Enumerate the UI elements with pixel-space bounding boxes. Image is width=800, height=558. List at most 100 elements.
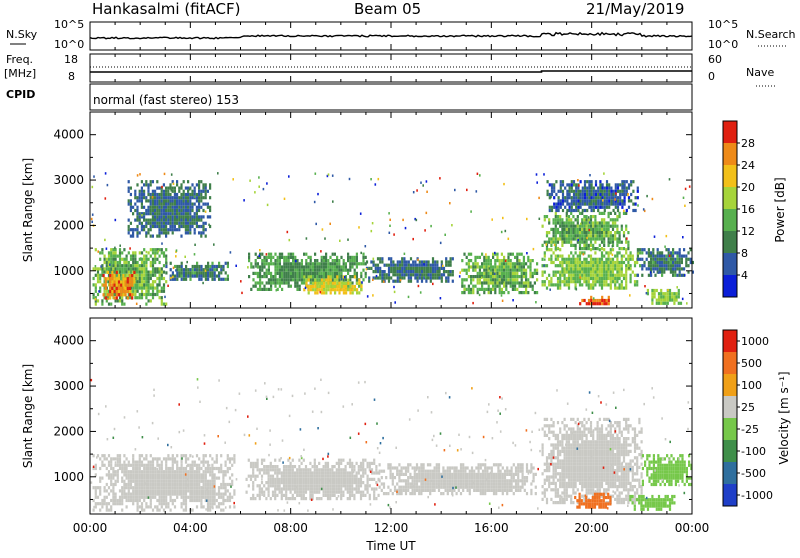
data-cell xyxy=(128,203,130,206)
data-cell xyxy=(395,280,397,283)
data-cell xyxy=(154,212,156,215)
data-cell xyxy=(220,470,222,473)
data-cell xyxy=(299,288,301,291)
data-cell xyxy=(134,480,136,483)
data-cell xyxy=(316,275,318,278)
data-cell xyxy=(452,273,454,276)
data-cell xyxy=(601,296,603,299)
data-cell xyxy=(608,221,610,224)
data-cell xyxy=(621,228,623,231)
data-cell xyxy=(110,499,112,502)
data-cell xyxy=(490,288,492,291)
data-cell xyxy=(227,489,229,492)
data-cell xyxy=(661,251,663,254)
data-cell xyxy=(115,267,117,270)
data-cell xyxy=(180,187,182,190)
data-cell xyxy=(345,475,347,478)
data-cell xyxy=(386,264,388,267)
data-cell xyxy=(570,212,572,215)
data-cell xyxy=(325,272,327,275)
data-cell xyxy=(369,484,371,487)
data-cell xyxy=(310,259,312,262)
data-cell xyxy=(468,259,470,262)
data-cell xyxy=(320,481,322,484)
data-cell xyxy=(294,265,296,268)
data-cell xyxy=(610,203,612,206)
data-cell xyxy=(375,264,377,267)
data-cell xyxy=(101,248,103,251)
data-cell xyxy=(505,269,507,272)
data-cell xyxy=(373,264,375,267)
data-cell xyxy=(150,222,152,225)
data-cell xyxy=(172,196,174,199)
data-cell xyxy=(483,265,485,268)
data-cell xyxy=(432,283,434,285)
data-cell xyxy=(356,282,358,285)
data-cell xyxy=(410,257,412,260)
data-cell xyxy=(101,477,103,480)
data-cell xyxy=(112,264,114,267)
data-cell xyxy=(139,287,141,290)
data-cell xyxy=(232,178,234,180)
data-cell xyxy=(134,287,136,290)
data-cell xyxy=(559,218,561,221)
data-cell xyxy=(147,193,149,196)
data-cell xyxy=(340,269,342,272)
data-cell xyxy=(583,247,585,250)
data-cell xyxy=(165,480,167,483)
data-cell xyxy=(296,468,298,471)
data-cell xyxy=(403,273,405,276)
data-cell xyxy=(555,255,557,258)
data-cell xyxy=(134,261,136,264)
data-cell xyxy=(588,302,590,305)
data-cell xyxy=(207,262,209,265)
data-cell xyxy=(316,262,318,265)
data-cell xyxy=(218,493,220,496)
data-cell xyxy=(637,190,639,193)
data-cell xyxy=(599,190,601,193)
data-cell xyxy=(230,251,232,253)
data-cell xyxy=(254,191,256,193)
data-cell xyxy=(192,499,194,502)
data-cell xyxy=(121,509,123,512)
data-cell xyxy=(573,196,575,199)
data-cell xyxy=(684,205,686,207)
data-cell xyxy=(279,285,281,288)
data-cell xyxy=(579,258,581,261)
data-cell xyxy=(137,467,139,470)
data-cell xyxy=(173,183,175,185)
data-cell xyxy=(132,467,134,470)
data-cell xyxy=(681,267,683,270)
data-cell xyxy=(196,271,198,274)
data-cell xyxy=(590,231,592,234)
data-cell xyxy=(670,251,672,254)
data-cell xyxy=(527,281,529,284)
data-cell xyxy=(577,190,579,193)
data-cell xyxy=(553,237,555,240)
data-cell xyxy=(612,261,614,264)
data-cell xyxy=(148,477,150,480)
data-cell xyxy=(648,255,650,258)
data-cell xyxy=(189,222,191,225)
data-cell xyxy=(650,251,652,254)
data-cell xyxy=(283,278,285,281)
data-cell xyxy=(507,262,509,265)
data-cell xyxy=(584,209,586,212)
data-cell xyxy=(270,259,272,262)
data-cell xyxy=(575,280,577,283)
data-cell xyxy=(553,221,555,224)
data-cell xyxy=(165,209,167,212)
data-cell xyxy=(167,285,169,287)
data-cell xyxy=(312,262,314,265)
data-cell xyxy=(200,275,202,278)
data-cell xyxy=(343,259,345,262)
data-cell xyxy=(525,272,527,275)
data-cell xyxy=(159,296,161,299)
data-cell xyxy=(490,265,492,268)
data-cell xyxy=(581,271,583,274)
data-cell xyxy=(189,278,191,281)
data-cell xyxy=(588,244,590,247)
data-cell xyxy=(499,278,501,281)
data-cell xyxy=(652,264,654,267)
data-cell xyxy=(141,296,143,299)
